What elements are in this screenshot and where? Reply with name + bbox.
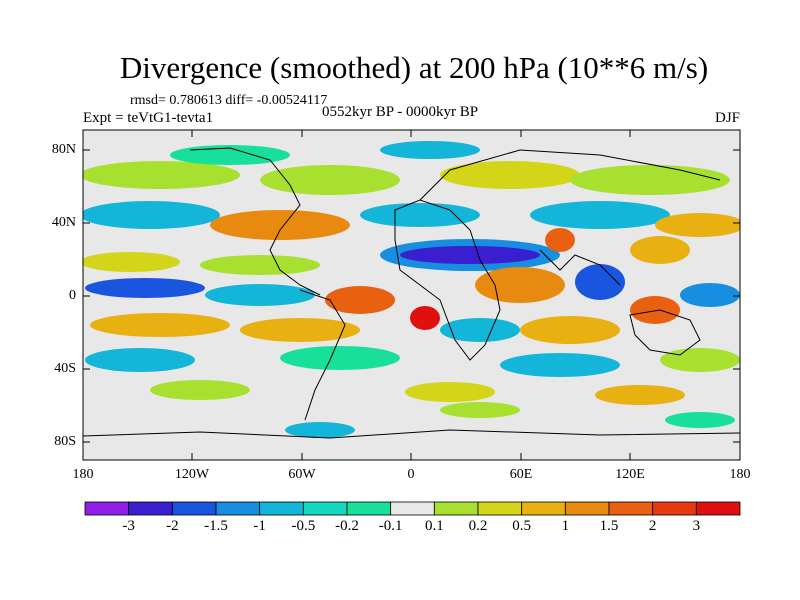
south-america-coast <box>299 289 346 421</box>
colorbar-tick-label: -0.5 <box>291 518 316 534</box>
africa-coast <box>394 199 501 361</box>
north-america-coast <box>189 147 321 296</box>
colorbar-tick-label: -2 <box>166 518 179 534</box>
lat-label-40s: 40S <box>54 361 76 376</box>
field-patch <box>680 283 740 307</box>
colorbar-swatch <box>259 501 304 516</box>
field-patch <box>530 201 670 229</box>
axis-ticks <box>83 130 740 460</box>
period-label: 0552kyr BP - 0000kyr BP <box>322 104 479 120</box>
field-patch <box>200 255 320 275</box>
field-patch <box>325 286 395 314</box>
field-patch <box>360 203 480 227</box>
lat-label-40n: 40N <box>51 215 76 230</box>
lon-label-180w: 180 <box>72 467 94 482</box>
field-patch <box>410 306 440 330</box>
rmsd-stats: rmsd= 0.780613 diff= -0.00524117 <box>130 93 328 108</box>
field-patch <box>205 284 315 306</box>
field-patch <box>545 228 575 252</box>
field-patch <box>500 353 620 377</box>
colorbar-swatch <box>302 501 348 516</box>
field-patch <box>655 213 740 237</box>
field-patch <box>520 316 620 344</box>
lon-label-60w: 60W <box>288 467 316 482</box>
field-patch <box>150 380 250 400</box>
colorbar-swatch <box>521 501 566 516</box>
field-patch <box>570 165 730 195</box>
colorbar-tick-label: 0.1 <box>424 518 444 534</box>
field-patch <box>83 201 220 229</box>
field-patch <box>280 346 400 370</box>
colorbar-tick-label: 2 <box>648 518 657 534</box>
field-patch <box>440 402 520 418</box>
colorbar-tick-label: 1.5 <box>599 518 619 534</box>
colorbar-tick-label: 1 <box>561 518 570 534</box>
lon-label-60e: 60E <box>509 467 533 482</box>
field-patch <box>83 161 240 189</box>
field-patch <box>85 278 205 298</box>
field-patch <box>85 348 195 372</box>
lon-label-120e: 120E <box>615 467 645 482</box>
field-patch <box>260 165 400 195</box>
field-patch <box>630 296 680 324</box>
lat-label-80s: 80S <box>54 434 76 449</box>
colorbar-tick-label: -3 <box>122 518 135 534</box>
colorbar-tick-label: 0.5 <box>512 518 532 534</box>
chart-title: Divergence (smoothed) at 200 hPa (10**6 … <box>119 50 709 85</box>
field-patch <box>380 141 480 159</box>
colorbar-tick-label: -1 <box>253 518 266 534</box>
colorbar-swatch <box>695 501 741 516</box>
colorbar-swatch <box>433 501 479 516</box>
experiment-label: Expt = teVtG1-tevta1 <box>83 110 214 126</box>
field-patch <box>285 422 355 438</box>
colorbar-swatch <box>84 501 130 516</box>
season-label: DJF <box>714 110 740 126</box>
field-patch <box>440 161 580 189</box>
colorbar-swatch <box>652 501 697 516</box>
colorbar <box>84 501 741 516</box>
colorbar-swatch <box>390 501 435 516</box>
field-patch <box>83 252 180 272</box>
colorbar-tick-label: -0.1 <box>378 518 403 534</box>
divergence-field <box>83 130 740 460</box>
colorbar-swatch <box>215 501 261 516</box>
field-patch <box>630 236 690 264</box>
colorbar-tick-label: -1.5 <box>204 518 228 534</box>
lat-label-80n: 80N <box>51 142 76 157</box>
colorbar-swatch <box>608 501 654 516</box>
field-patch <box>575 264 625 300</box>
field-patch <box>475 267 565 303</box>
australia-coast <box>629 309 701 356</box>
colorbar-swatch <box>564 501 610 516</box>
colorbar-swatch <box>171 501 217 516</box>
field-patch <box>400 246 540 264</box>
field-patch <box>595 385 685 405</box>
field-patch <box>240 318 360 342</box>
colorbar-swatch <box>346 501 392 516</box>
lon-label-0: 0 <box>407 467 415 482</box>
lon-label-180e: 180 <box>729 467 751 482</box>
lon-label-120w: 120W <box>174 467 210 482</box>
field-patch <box>665 412 735 428</box>
field-patch <box>660 348 740 372</box>
colorbar-tick-label: 3 <box>692 518 701 534</box>
coastlines <box>83 147 740 439</box>
field-patch <box>405 382 495 402</box>
lat-label-0: 0 <box>69 288 76 303</box>
colorbar-tick-label: -0.2 <box>335 518 359 534</box>
antarctica-coast <box>83 429 740 439</box>
field-patch <box>210 210 350 240</box>
colorbar-tick-label: 0.2 <box>468 518 488 534</box>
south-asia-coast <box>539 249 621 286</box>
field-patch <box>440 318 520 342</box>
colorbar-swatch <box>128 501 173 516</box>
eurasia-coast <box>419 149 721 201</box>
colorbar-swatch <box>477 501 523 516</box>
field-patch <box>90 313 230 337</box>
